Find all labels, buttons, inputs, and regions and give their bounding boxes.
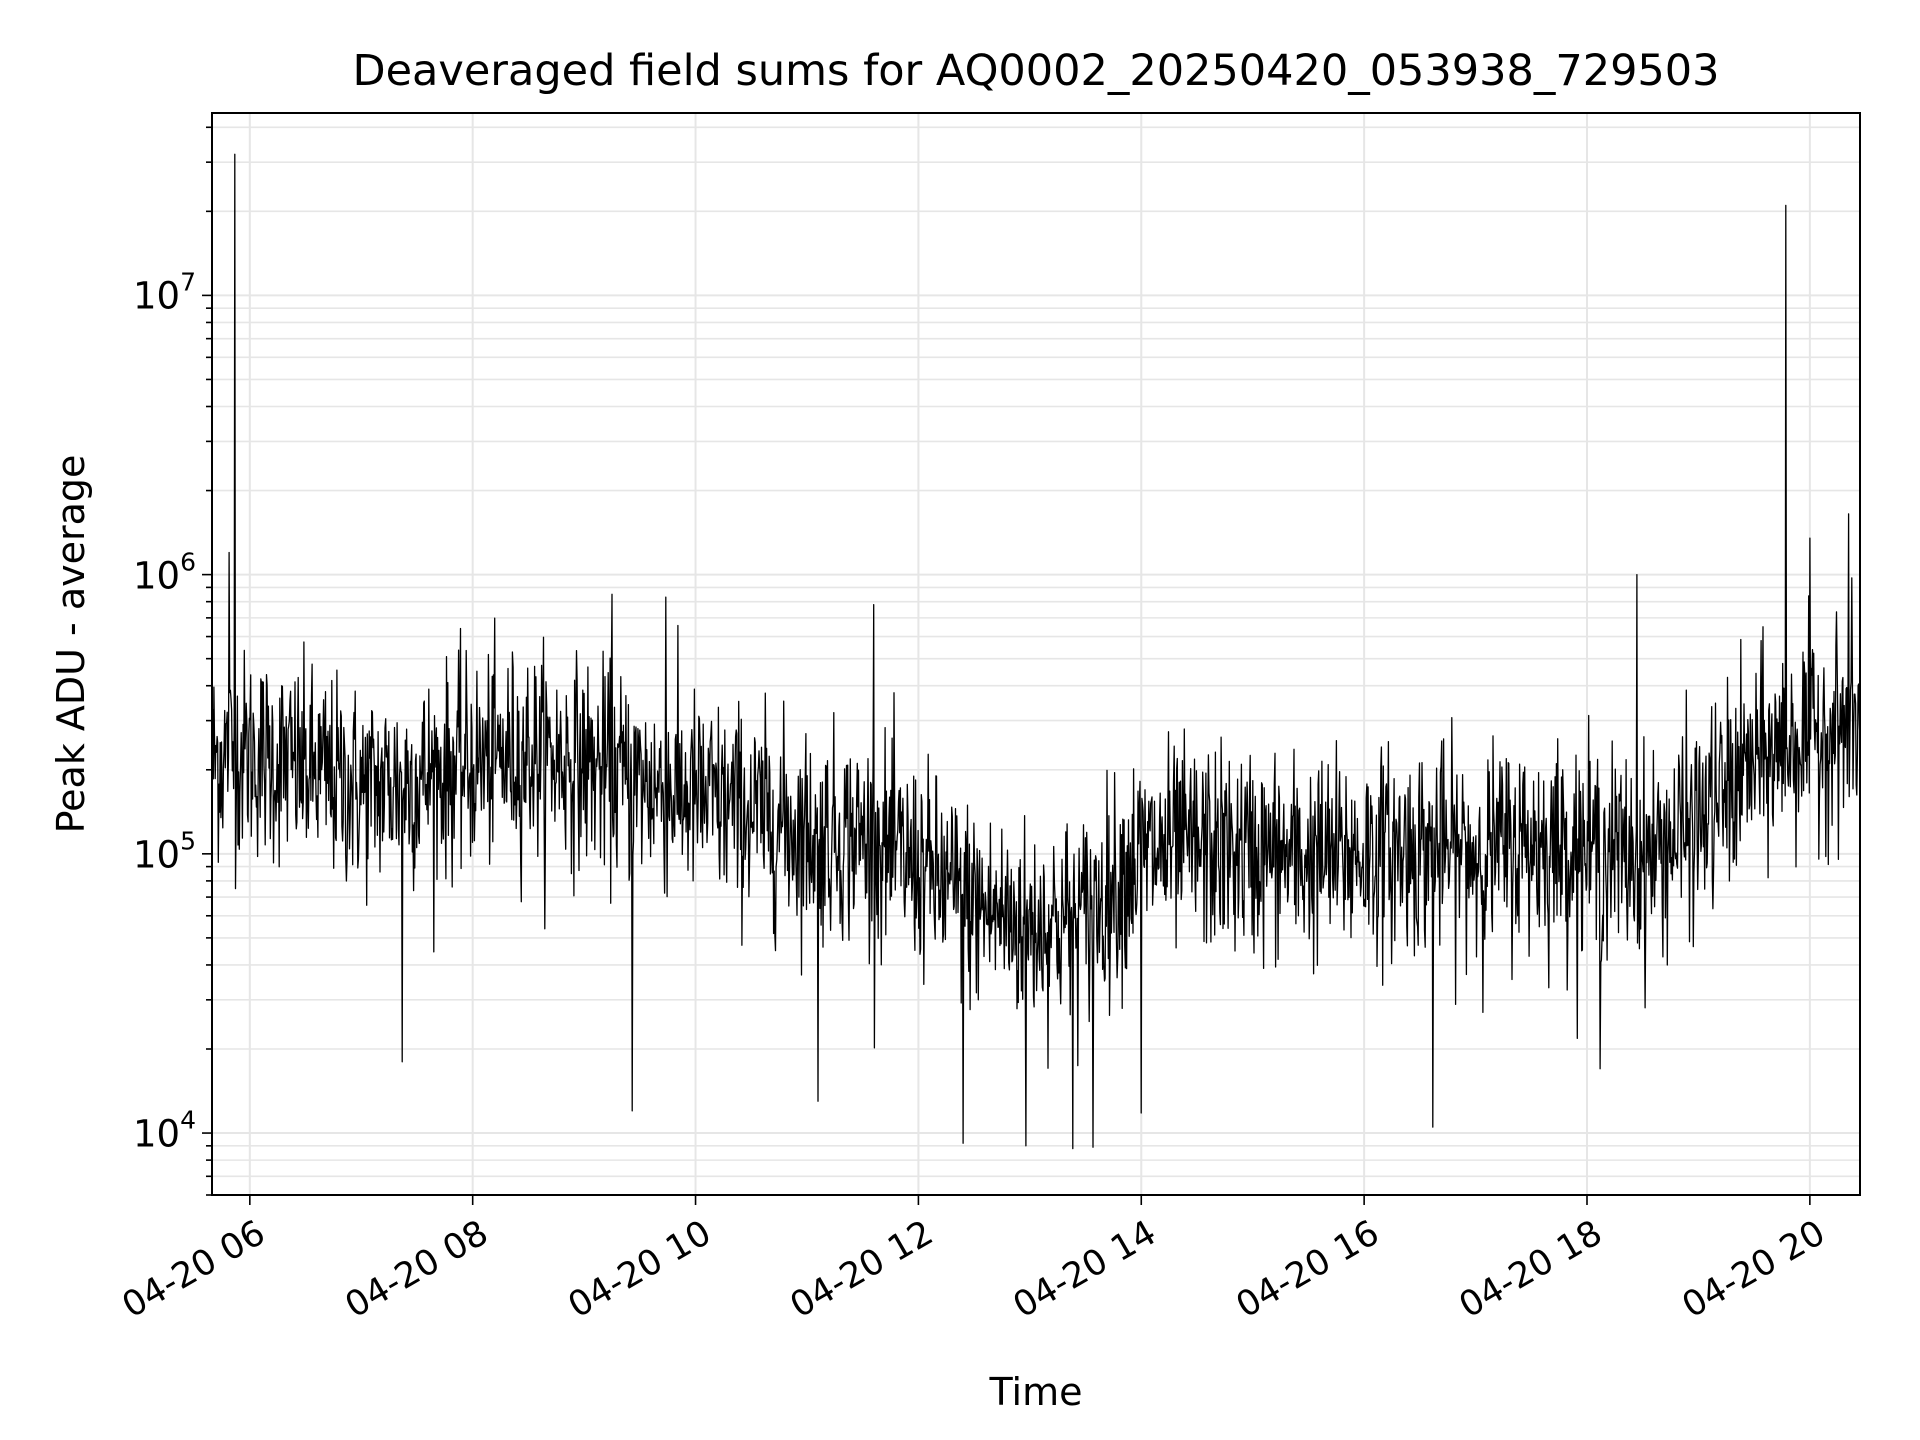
y-tick-label: 106 [133,546,196,598]
plot-frame [211,112,1861,1196]
y-tick-label: 107 [133,267,196,319]
y-tick-label: 105 [133,826,196,877]
x-axis-label: Time [989,1370,1083,1414]
chart-title: Deaveraged field sums for AQ0002_2025042… [352,46,1720,96]
y-axis-label: Peak ADU - average [49,454,93,834]
series-line [211,153,1861,1150]
axis-ticks [202,126,1811,1205]
series-line-group [211,153,1861,1150]
y-tick-label: 104 [133,1105,196,1156]
